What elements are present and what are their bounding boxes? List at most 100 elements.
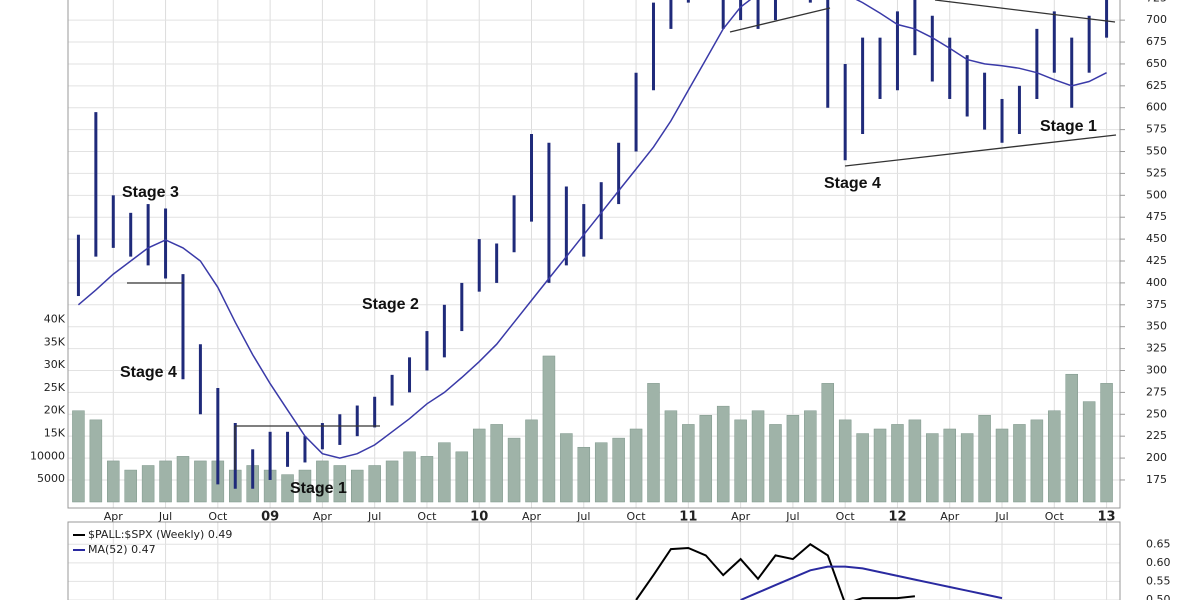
y-tick-label: 275: [1146, 385, 1167, 398]
y-tick-label: 40K: [44, 312, 66, 325]
volume-bar: [298, 469, 312, 503]
y-tick-label: 35K: [44, 335, 66, 348]
volume-bar: [403, 451, 416, 503]
y-tick-label: 25K: [44, 381, 66, 394]
legend: $PALL:$SPX (Weekly) 0.49 MA(52) 0.47: [73, 528, 232, 556]
y-tick-label: 725: [1146, 0, 1167, 4]
x-tick-label: Jul: [994, 510, 1008, 523]
volume-bar: [716, 405, 730, 503]
volume-bar: [472, 428, 486, 503]
volume-bar: [995, 428, 1009, 503]
x-tick-label: Jul: [158, 510, 172, 523]
annotation: Stage 1: [1040, 118, 1097, 135]
y-tick-label: 675: [1146, 35, 1167, 48]
volume-bar: [159, 460, 172, 503]
volume-bar: [194, 460, 207, 503]
y-tick-label: 525: [1146, 166, 1167, 179]
y-tick-label: 325: [1146, 342, 1167, 355]
annotation: Stage 2: [362, 296, 419, 313]
volume-bar: [699, 415, 713, 503]
volume-bar: [1100, 383, 1113, 503]
x-tick-label: 13: [1098, 510, 1116, 525]
y-tick-label: 15K: [44, 427, 66, 440]
y-tick-label: 175: [1146, 473, 1167, 486]
annotation: Stage 4: [120, 364, 177, 381]
y-tick-label: 625: [1146, 79, 1167, 92]
y-tick-label: 575: [1146, 123, 1167, 136]
axes: Apr Jul Oct 09 Apr Jul Oct 10 Apr Jul Oct 11 Apr Jul O…: [30, 0, 1171, 600]
volume-bar: [769, 424, 782, 503]
y-tick-label: 0.65: [1146, 537, 1171, 550]
volume-bar: [647, 383, 660, 503]
y-tick-label: 400: [1146, 276, 1167, 289]
volume-bar: [682, 424, 695, 503]
price-panel: [72, 0, 1113, 503]
volume-bar: [333, 465, 347, 503]
volume-bar: [176, 456, 190, 503]
volume-bar: [612, 437, 625, 503]
volume-bar: [438, 442, 451, 503]
ratio-panel: [635, 543, 1003, 600]
volume-bar: [1082, 401, 1096, 503]
volume-bar: [141, 465, 155, 503]
volume-bar: [960, 433, 974, 503]
x-tick-label: Oct: [836, 510, 856, 523]
x-tick-label: Oct: [627, 510, 647, 523]
volume-bar: [385, 460, 399, 503]
x-tick-label: Oct: [1045, 510, 1065, 523]
volume-bar: [1013, 424, 1026, 503]
y-tick-label: 650: [1146, 57, 1167, 70]
volume-bar: [856, 433, 869, 503]
volume-bar: [89, 419, 103, 503]
volume-bar: [72, 410, 85, 503]
volume-bar: [107, 460, 120, 503]
y-tick-label: 600: [1146, 101, 1167, 114]
annotation: Stage 3: [122, 184, 179, 201]
volume-bar: [316, 460, 329, 503]
y-tick-label: 475: [1146, 210, 1167, 223]
volume-bar: [1048, 410, 1061, 503]
volume-bar: [804, 410, 817, 503]
x-tick-label: Jul: [367, 510, 381, 523]
panel-frame: [67, 521, 1121, 600]
x-tick-label: Oct: [417, 510, 437, 523]
volume-bar: [1065, 373, 1078, 503]
volume-bar: [629, 428, 643, 503]
y-tick-label: 450: [1146, 232, 1167, 245]
volume-bar: [873, 428, 887, 503]
volume-bar: [786, 415, 800, 503]
x-tick-label: 11: [679, 510, 697, 525]
y-tick-label: 200: [1146, 451, 1167, 464]
x-tick-label: Jul: [576, 510, 590, 523]
trend-line: [729, 7, 831, 33]
x-tick-label: Apr: [731, 510, 751, 523]
panel-frame: [67, 0, 1121, 509]
y-tick-label: 0.55: [1146, 574, 1171, 587]
trend-lines: [127, 0, 1117, 470]
x-tick-label: Oct: [208, 510, 228, 523]
x-tick-label: 10: [470, 510, 488, 525]
x-tick-label: Apr: [522, 510, 542, 523]
volume-bar: [490, 424, 503, 503]
y-tick-label: 550: [1146, 145, 1167, 158]
series-line: [635, 543, 916, 600]
y-tick-label: 300: [1146, 363, 1167, 376]
y-tick-label: 425: [1146, 254, 1167, 267]
moving-average: [77, 0, 1107, 459]
y-tick-label: 5000: [37, 472, 65, 485]
volume-bar: [908, 419, 922, 503]
volume-bar: [525, 419, 538, 503]
series-line: [740, 565, 1003, 600]
volume-bar: [664, 410, 678, 503]
trend-line: [934, 0, 1116, 23]
legend-label: $PALL:$SPX (Weekly) 0.49: [88, 528, 232, 541]
x-tick-label: 09: [261, 510, 279, 525]
volume-bar: [368, 465, 381, 503]
volume-bar: [455, 451, 469, 503]
x-tick-label: Jul: [785, 510, 799, 523]
volume-bar: [978, 415, 991, 503]
y-tick-label: 375: [1146, 298, 1167, 311]
volume-bar: [507, 437, 521, 503]
volume-bar: [577, 446, 591, 503]
